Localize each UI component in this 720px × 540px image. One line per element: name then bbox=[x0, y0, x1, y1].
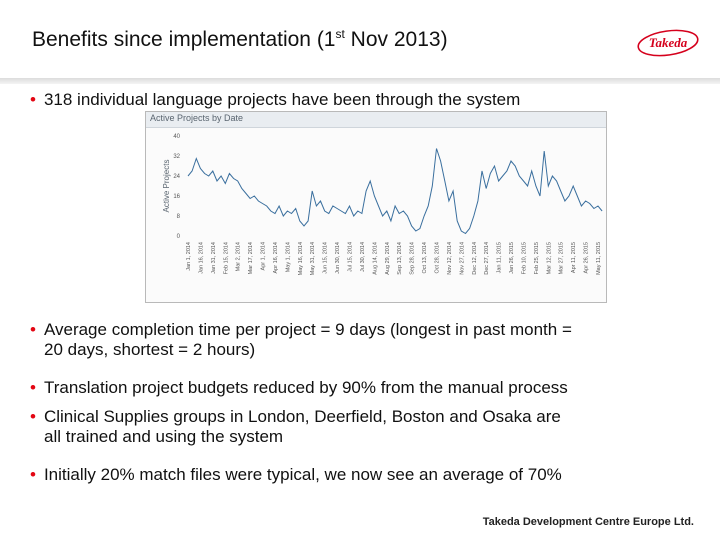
bullet-3-text: Translation project budgets reduced by 9… bbox=[43, 378, 568, 397]
x-tick-label: Nov 27, 2014 bbox=[459, 242, 465, 275]
x-tick-label: Sep 28, 2014 bbox=[410, 242, 416, 275]
bullet-dot: • bbox=[30, 90, 36, 109]
x-tick-label: Feb 10, 2015 bbox=[521, 242, 527, 274]
footer-company: Takeda Development Centre Europe Ltd. bbox=[482, 516, 694, 528]
bullet-2: • Average completion time per project = 9… bbox=[30, 320, 572, 360]
x-tick-label: Mar 27, 2015 bbox=[559, 242, 565, 274]
title-end: Nov 2013) bbox=[344, 28, 448, 51]
svg-text:Takeda: Takeda bbox=[649, 35, 688, 50]
series-line bbox=[187, 148, 603, 235]
x-tick-label: Aug 14, 2014 bbox=[372, 242, 378, 275]
y-tick-label: 24 bbox=[173, 174, 180, 180]
x-tick-label: May 31, 2014 bbox=[310, 242, 316, 275]
x-tick-label: Jul 30, 2014 bbox=[360, 242, 366, 272]
x-tick-label: Jan 26, 2015 bbox=[509, 242, 515, 274]
x-tick-label: Jan 16, 2014 bbox=[198, 242, 204, 274]
bullet-1: • 318 individual language projects have b… bbox=[30, 90, 520, 110]
takeda-logo: Takeda bbox=[637, 29, 699, 57]
x-tick-label: Apr 11, 2015 bbox=[571, 242, 577, 273]
chart-plot: Active Projects 0 8 16 24 32 40 Jan 1, 2014 Jan … bbox=[162, 134, 603, 275]
bullet-dot: • bbox=[30, 378, 36, 397]
x-tick-label: Dec 27, 2014 bbox=[484, 242, 490, 275]
bullet-4-continuation: all trained and using the system bbox=[44, 427, 284, 446]
x-tick-label: Mar 12, 2015 bbox=[546, 242, 552, 274]
x-tick-label: Aug 29, 2014 bbox=[385, 242, 391, 275]
slide-title: Benefits since implementation (1st Nov 2… bbox=[32, 28, 448, 52]
x-tick-label: Mar 2, 2014 bbox=[236, 242, 242, 271]
x-tick-label: Jun 30, 2014 bbox=[335, 242, 341, 274]
bullet-3: • Translation project budgets reduced by … bbox=[30, 378, 568, 398]
x-tick-label: Dec 12, 2014 bbox=[472, 242, 478, 275]
x-tick-label: Oct 28, 2014 bbox=[434, 242, 440, 274]
active-projects-chart: Active Projects by Date Active Projects 0… bbox=[145, 111, 607, 303]
x-tick-label: Jan 1, 2014 bbox=[186, 242, 192, 271]
x-tick-label: Nov 12, 2014 bbox=[447, 242, 453, 275]
x-tick-label: Feb 15, 2014 bbox=[223, 242, 229, 274]
x-tick-label: Oct 13, 2014 bbox=[422, 242, 428, 274]
bullet-4-text: Clinical Supplies groups in London, Deer… bbox=[43, 407, 561, 426]
bullet-2-continuation: 20 days, shortest = 2 hours) bbox=[44, 340, 256, 359]
x-tick-label: Jan 31, 2014 bbox=[211, 242, 217, 274]
title-main: Benefits since implementation (1 bbox=[32, 28, 336, 51]
chart-title: Active Projects by Date bbox=[150, 113, 244, 123]
bullet-dot: • bbox=[30, 465, 36, 484]
header-divider bbox=[0, 78, 720, 84]
x-tick-label: Apr 26, 2015 bbox=[584, 242, 590, 274]
bullet-5-text: Initially 20% match files were typical, … bbox=[43, 465, 562, 484]
bullet-dot: • bbox=[30, 320, 36, 339]
x-tick-label: Apr 16, 2014 bbox=[273, 242, 279, 274]
x-tick-label: May 1, 2014 bbox=[285, 242, 291, 272]
bullet-2-text: Average completion time per project = 9 … bbox=[43, 320, 572, 339]
y-axis-label: Active Projects bbox=[162, 160, 171, 213]
x-tick-label: Feb 25, 2015 bbox=[534, 242, 540, 274]
x-tick-label: May 11, 2015 bbox=[596, 242, 602, 275]
bullet-1-text: 318 individual language projects have be… bbox=[43, 90, 521, 109]
y-tick-label: 8 bbox=[177, 214, 181, 220]
x-tick-label: Apr 1, 2014 bbox=[261, 242, 267, 270]
x-tick-label: Jan 11, 2015 bbox=[497, 242, 503, 273]
chart-header: Active Projects by Date bbox=[146, 112, 606, 128]
x-tick-label: Mar 17, 2014 bbox=[248, 242, 254, 274]
y-tick-label: 32 bbox=[173, 154, 180, 160]
title-superscript: st bbox=[335, 27, 345, 41]
x-tick-label: Jul 15, 2014 bbox=[348, 242, 354, 272]
bullet-4: • Clinical Supplies groups in London, Dee… bbox=[30, 407, 561, 447]
bullet-5: • Initially 20% match files were typical,… bbox=[30, 465, 562, 485]
y-tick-label: 40 bbox=[173, 134, 180, 140]
y-tick-label: 16 bbox=[173, 194, 180, 200]
x-tick-label: Jun 15, 2014 bbox=[323, 242, 329, 274]
x-tick-label: May 16, 2014 bbox=[298, 242, 304, 275]
x-tick-label: Sep 13, 2014 bbox=[397, 242, 403, 275]
bullet-dot: • bbox=[30, 407, 36, 426]
y-tick-label: 0 bbox=[177, 234, 181, 240]
